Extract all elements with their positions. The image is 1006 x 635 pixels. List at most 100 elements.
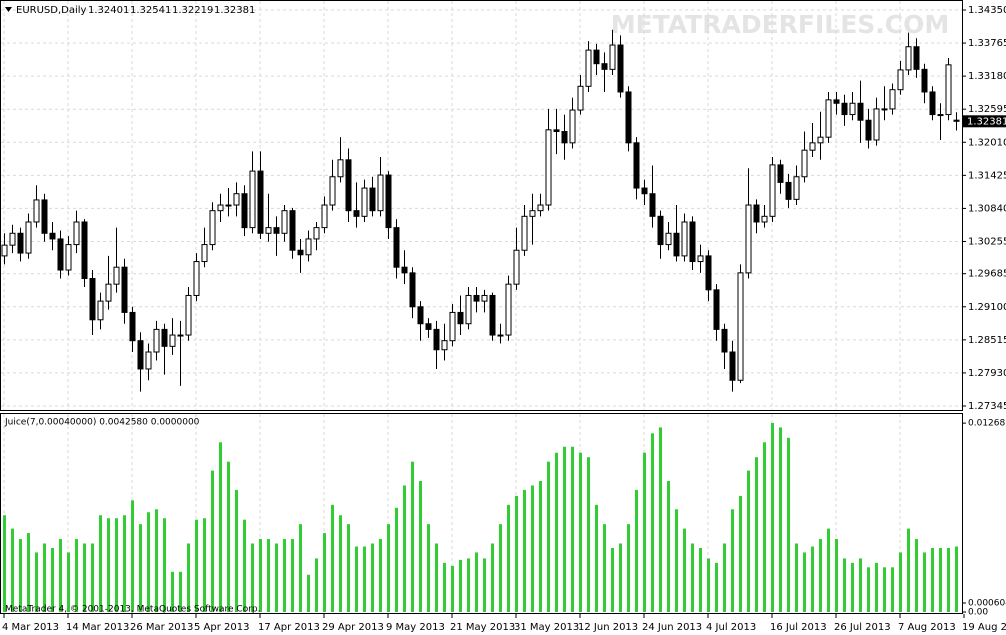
x-tick-label: 4 Mar 2013 [2,622,59,633]
y-tick-label: 1.33765 [968,38,1006,49]
histogram-bar [251,543,254,612]
candle-body [577,85,584,111]
candle-body [49,232,56,240]
histogram-bar [699,547,702,612]
histogram-bar [139,524,142,612]
histogram-bar [571,446,574,612]
x-tick-label: 31 May 2013 [514,622,579,633]
candle-body [529,210,536,217]
histogram-bar [507,504,510,612]
histogram-bar [427,524,430,612]
histogram-bar [379,539,382,612]
histogram-bar [219,442,222,612]
histogram-bar [131,500,134,612]
candle-body [249,170,256,229]
histogram-bar [363,546,366,612]
candle-body [737,272,744,381]
candle-body [337,159,344,178]
candle-body [433,328,440,351]
y-tick-label: 1.28515 [968,335,1006,346]
candle-body [513,249,520,285]
candle-body [449,311,456,342]
candle-body [281,210,288,234]
candle-body [377,174,384,212]
histogram-bar [171,571,174,612]
histogram-bar [899,552,902,612]
histogram-bar [451,565,454,612]
histogram-bar [827,528,830,612]
histogram-bar [683,528,686,612]
histogram-bar [579,452,582,612]
copyright: MetaTrader 4, © 2001-2013, MetaQuotes So… [5,605,261,615]
candle-body [81,221,88,280]
x-tick-label: 17 Apr 2013 [258,622,320,633]
histogram-bar [659,427,662,612]
y-tick-label: 1.31425 [968,170,1006,181]
candle-body [321,204,328,229]
histogram-bar [523,489,526,612]
candle-body [937,114,944,117]
histogram-bar [395,507,398,612]
histogram-bar [195,519,198,612]
candle-body [769,164,776,217]
y-tick-label: 1.27345 [968,401,1006,412]
candle-body [625,91,632,144]
histogram-bar [99,515,102,612]
candle-body [129,311,136,342]
histogram-bar [763,442,766,612]
histogram-bar [875,562,878,612]
histogram-bar [115,518,118,612]
candle-body [617,44,624,93]
histogram-bar [411,461,414,612]
histogram-bar [331,504,334,612]
y-tick-label: 0.00 [968,608,988,618]
x-tick-label: 19 Aug 2013 [962,622,1006,633]
candle-body [825,99,832,138]
histogram-bar [531,485,534,612]
histogram-bar [843,558,846,612]
y-tick-label: 1.30840 [968,203,1006,214]
histogram-bar [147,512,150,612]
histogram-bar [27,533,30,612]
histogram-bar [595,504,598,612]
candle-body [17,232,24,254]
x-tick-label: 12 Jun 2013 [578,622,638,633]
candle-body [569,109,576,144]
candle-body [425,323,432,330]
histogram-bar [739,495,742,612]
histogram-bar [291,539,294,612]
x-tick-label: 26 Mar 2013 [130,622,193,633]
histogram-bar [587,457,590,612]
candle-body [817,136,824,144]
histogram-bar [59,539,62,612]
histogram-bar [923,552,926,612]
histogram-bar [475,552,478,612]
histogram-bar [339,515,342,612]
candle-body [545,129,552,206]
histogram-bar [275,543,278,612]
candle-body [345,159,352,212]
candle-body [673,232,680,257]
candle-body [785,181,792,200]
candle-body [169,334,176,347]
histogram-bar [747,470,750,612]
histogram-bar [155,509,158,612]
histogram-bar [555,452,558,612]
candle-body [297,249,304,256]
candle-body [609,44,616,70]
candle-body [57,238,64,271]
y-tick-label: 1.32010 [968,137,1006,148]
histogram-bar [91,543,94,612]
histogram-bar [691,543,694,612]
main-frame [0,0,963,411]
candle-body [657,215,664,246]
histogram-bar [83,543,86,612]
histogram-bar [459,559,462,612]
candle-body [353,210,360,217]
x-tick-label: 7 Aug 2013 [898,622,956,633]
histogram-bar [931,547,934,612]
candle-body [185,294,192,336]
candle-body [401,266,408,274]
histogram-bar [123,515,126,612]
candle-body [257,170,264,234]
